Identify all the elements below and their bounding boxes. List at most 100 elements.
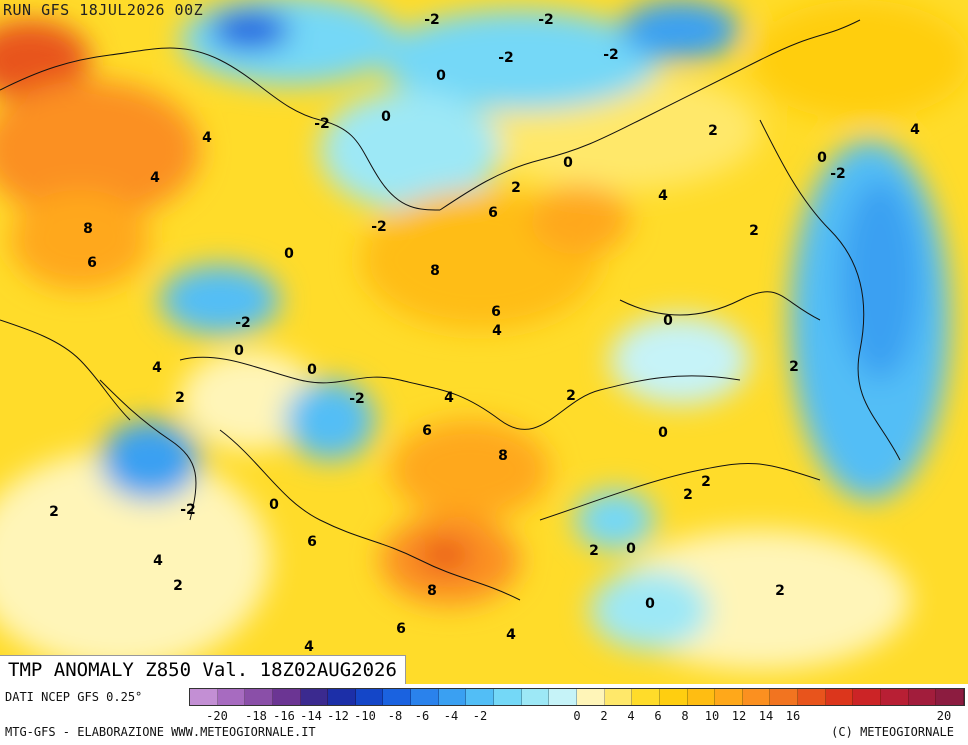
contour-label: 8 — [498, 448, 508, 464]
colorbar-swatch — [549, 689, 577, 705]
contour-label: -2 — [235, 315, 251, 331]
contour-label: 4 — [150, 170, 160, 186]
contour-label: 4 — [202, 130, 212, 146]
colorbar-tick-label: 20 — [936, 709, 952, 723]
contour-label: 2 — [749, 223, 759, 239]
contour-label: 6 — [396, 621, 406, 637]
contour-label: 2 — [511, 180, 521, 196]
contour-label: 8 — [427, 583, 437, 599]
contour-label: 2 — [175, 390, 185, 406]
temperature-anomaly-map — [0, 0, 968, 684]
contour-label: 0 — [658, 425, 668, 441]
colorbar-swatch — [521, 689, 550, 705]
contour-label: 0 — [381, 109, 391, 125]
contour-label: 2 — [173, 578, 183, 594]
colorbar-tick-label: -16 — [273, 709, 295, 723]
colorbar-tick-label: 16 — [785, 709, 801, 723]
contour-label: 6 — [307, 534, 317, 550]
colorbar-swatch — [355, 689, 384, 705]
colorbar-tick-label: 8 — [681, 709, 689, 723]
colorbar-tick-label: -4 — [443, 709, 459, 723]
colorbar-swatch — [687, 689, 716, 705]
colorbar-swatch — [908, 689, 937, 705]
copyright: (C) METEOGIORNALE — [831, 725, 954, 739]
contour-label: 0 — [626, 541, 636, 557]
contour-label: 0 — [269, 497, 279, 513]
colorbar-swatch — [853, 689, 882, 705]
data-source: DATI NCEP GFS 0.25° — [5, 690, 143, 704]
contour-label: -2 — [371, 219, 387, 235]
contour-label: -2 — [424, 12, 440, 28]
contour-label: 2 — [683, 487, 693, 503]
colorbar-tick-label: 4 — [627, 709, 635, 723]
colorbar-swatch — [300, 689, 329, 705]
contour-label: -2 — [538, 12, 554, 28]
contour-label: 4 — [444, 390, 454, 406]
contour-label: 0 — [436, 68, 446, 84]
contour-label: 2 — [775, 583, 785, 599]
colorbar-swatch — [770, 689, 799, 705]
contour-label: 4 — [153, 553, 163, 569]
colorbar-tick-label: 2 — [600, 709, 608, 723]
colorbar-swatch — [411, 689, 439, 705]
colorbar-swatch — [466, 689, 495, 705]
contour-label: -2 — [498, 50, 514, 66]
contour-label: 2 — [708, 123, 718, 139]
colorbar — [189, 688, 965, 706]
colorbar-swatch — [742, 689, 771, 705]
contour-label: 2 — [789, 359, 799, 375]
colorbar-swatch — [438, 689, 467, 705]
colorbar-swatch — [190, 689, 218, 705]
contour-label: 6 — [491, 304, 501, 320]
colorbar-tick-label: -12 — [327, 709, 349, 723]
anomaly-field — [0, 0, 968, 670]
colorbar-tick-label: 14 — [758, 709, 774, 723]
contour-label: 0 — [563, 155, 573, 171]
contour-label: 2 — [49, 504, 59, 520]
contour-label: -2 — [314, 116, 330, 132]
colorbar-swatch — [632, 689, 660, 705]
contour-label: 4 — [492, 323, 502, 339]
colorbar-swatch — [715, 689, 743, 705]
contour-label: 2 — [701, 474, 711, 490]
contour-label: 6 — [422, 423, 432, 439]
contour-label: -2 — [180, 502, 196, 518]
colorbar-tick-label: -2 — [472, 709, 488, 723]
colorbar-tick-label: 6 — [654, 709, 662, 723]
colorbar-tick-label: -14 — [300, 709, 322, 723]
colorbar-tick-label: -6 — [414, 709, 430, 723]
contour-label: 0 — [307, 362, 317, 378]
colorbar-swatch — [217, 689, 246, 705]
colorbar-swatch — [383, 689, 412, 705]
map-title: TMP ANOMALY Z850 Val. 18Z02AUG2026 — [0, 655, 406, 684]
contour-label: 0 — [817, 150, 827, 166]
colorbar-swatch — [881, 689, 909, 705]
colorbar-swatch — [604, 689, 633, 705]
colorbar-tick-label: -8 — [387, 709, 403, 723]
colorbar-tick-label: -18 — [245, 709, 267, 723]
colorbar-swatch — [494, 689, 522, 705]
contour-label: 2 — [589, 543, 599, 559]
colorbar-swatch — [936, 689, 964, 705]
contour-label: 0 — [234, 343, 244, 359]
contour-label: -2 — [349, 391, 365, 407]
contour-label: 4 — [152, 360, 162, 376]
contour-label: 8 — [83, 221, 93, 237]
colorbar-ticks: -20 -18 -16 -14 -12 -10 -8 -6 -4 -2 0 2 4 6 8 10 12 14 16 2… — [189, 709, 965, 723]
contour-label: 4 — [910, 122, 920, 138]
colorbar-tick-label: -10 — [354, 709, 376, 723]
colorbar-swatch — [245, 689, 273, 705]
colorbar-swatch — [328, 689, 356, 705]
colorbar-tick-label: 12 — [731, 709, 747, 723]
colorbar-tick-label: 0 — [573, 709, 581, 723]
contour-label: 0 — [284, 246, 294, 262]
colorbar-swatch — [272, 689, 301, 705]
colorbar-tick-label: 10 — [704, 709, 720, 723]
footer: DATI NCEP GFS 0.25° -2 0 -18 -16 -14 -12 -10 -8… — [0, 684, 968, 745]
contour-label: 0 — [663, 313, 673, 329]
contour-label: 0 — [645, 596, 655, 612]
colorbar-swatch — [798, 689, 826, 705]
contour-label: 8 — [430, 263, 440, 279]
colorbar-swatch — [576, 689, 605, 705]
colorbar-swatch — [659, 689, 688, 705]
